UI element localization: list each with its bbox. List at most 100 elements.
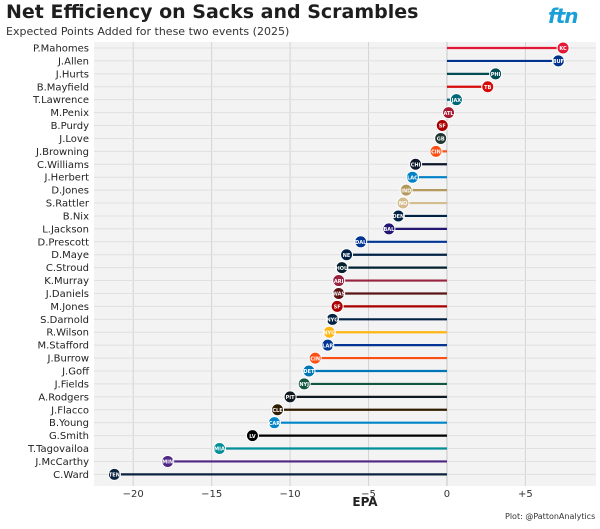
- y-category-label: L.Jackson: [42, 224, 89, 235]
- team-abbrev: GB: [437, 137, 445, 143]
- team-abbrev: NO: [399, 201, 407, 207]
- team-logo-icon: SF: [330, 299, 344, 313]
- team-abbrev: NYG: [326, 318, 338, 324]
- y-category-label: J.Love: [58, 134, 89, 145]
- team-logo-icon: MIN: [161, 454, 175, 468]
- team-abbrev: DEN: [392, 214, 404, 220]
- team-abbrev: ATL: [443, 111, 454, 117]
- team-logo-icon: TB: [481, 80, 495, 94]
- team-abbrev: TEN: [109, 473, 120, 479]
- y-category-label: C.Williams: [37, 160, 89, 171]
- team-logo-icon: ARI: [332, 274, 346, 288]
- team-logo-icon: CIN: [429, 144, 443, 158]
- team-logo-icon: TEN: [107, 467, 121, 481]
- team-logo-icon: IND: [399, 183, 413, 197]
- team-logo-icon: NYJ: [297, 377, 311, 391]
- y-category-label: D.Jones: [51, 186, 89, 197]
- team-logo-icon: DAL: [354, 235, 368, 249]
- y-category-label: C.Ward: [53, 470, 89, 481]
- chart-subtitle: Expected Points Added for these two even…: [6, 25, 290, 38]
- y-category-label: J.Browning: [35, 147, 89, 158]
- chart-title: Net Efficiency on Sacks and Scrambles: [6, 1, 419, 23]
- x-axis-label: EPA: [352, 495, 378, 509]
- y-category-label: M.Jones: [50, 302, 89, 313]
- team-abbrev: LAR: [322, 343, 333, 349]
- team-logo-icon: BAL: [382, 222, 396, 236]
- y-category-label: J.Flacco: [50, 405, 89, 416]
- y-category-label: J.Goff: [61, 367, 90, 378]
- team-abbrev: DET: [303, 369, 315, 375]
- team-abbrev: CIN: [431, 150, 441, 156]
- y-category-label: B.Young: [49, 418, 89, 429]
- team-logo-icon: NYG: [322, 325, 336, 339]
- y-category-label: M.Stafford: [38, 341, 90, 352]
- team-logo-icon: PHI: [489, 67, 503, 81]
- x-tick-label: −20: [123, 489, 144, 500]
- y-category-label: C.Stroud: [46, 263, 89, 274]
- team-logo-icon: NE: [340, 248, 354, 262]
- y-category-label: R.Wilson: [46, 328, 89, 339]
- team-logo-icon: NO: [396, 196, 410, 210]
- team-logo-icon: CIN: [308, 351, 322, 365]
- y-category-label: S.Darnold: [40, 315, 89, 326]
- y-category-label: S.Rattler: [46, 199, 90, 210]
- y-category-label: J.Hurts: [55, 69, 89, 80]
- y-category-label: J.Burrow: [47, 354, 89, 365]
- y-category-label: J.Daniels: [45, 289, 89, 300]
- team-abbrev: MIN: [162, 460, 173, 466]
- team-abbrev: SF: [334, 305, 341, 311]
- team-logo-icon: JAX: [449, 93, 463, 107]
- team-abbrev: CAR: [269, 421, 281, 427]
- x-tick-label: −10: [280, 489, 301, 500]
- team-logo-icon: BUF: [551, 54, 565, 68]
- team-abbrev: IND: [401, 188, 411, 194]
- team-abbrev: HOU: [336, 266, 349, 272]
- team-logo-icon: PIT: [283, 390, 297, 404]
- y-category-label: J.Allen: [57, 56, 89, 67]
- team-abbrev: MIA: [214, 447, 225, 453]
- team-abbrev: BAL: [383, 227, 395, 233]
- y-category-label: G.Smith: [49, 431, 89, 442]
- y-category-label: J.Herbert: [44, 173, 90, 184]
- team-logo-icon: NYG: [325, 312, 339, 326]
- x-tick-label: −15: [201, 489, 222, 500]
- team-abbrev: NYG: [323, 330, 335, 336]
- team-abbrev: PIT: [286, 395, 296, 401]
- ftn-logo: ftn: [548, 4, 578, 28]
- bars: [114, 46, 564, 476]
- team-abbrev: JAX: [451, 98, 462, 104]
- team-logo-icon: CLE: [271, 403, 285, 417]
- y-category-label: A.Rodgers: [38, 392, 89, 403]
- team-logo-icon: DEN: [391, 209, 405, 223]
- team-logo-icon: DET: [302, 364, 316, 378]
- team-abbrev: CLE: [272, 408, 283, 414]
- team-abbrev: CIN: [310, 356, 320, 362]
- team-abbrev: SF: [439, 124, 446, 130]
- y-category-label: M.Penix: [50, 108, 89, 119]
- team-abbrev: DAL: [355, 240, 367, 246]
- plot-credit: Plot: @PattonAnalytics: [505, 512, 596, 521]
- team-abbrev: TB: [484, 85, 491, 91]
- team-logo-icon: SF: [435, 119, 449, 133]
- y-category-label: T.Lawrence: [32, 95, 89, 106]
- team-abbrev: WAS: [332, 292, 345, 298]
- team-abbrev: CHI: [411, 162, 421, 168]
- y-category-label: J.Fields: [54, 379, 89, 390]
- x-tick-label: 0: [444, 489, 450, 500]
- team-abbrev: BUF: [553, 59, 564, 65]
- team-logo-icon: CAR: [267, 416, 281, 430]
- team-logo-icon: GB: [434, 131, 448, 145]
- y-category-label: T.Tagovailoa: [27, 444, 89, 455]
- team-logo-icon: ATL: [442, 106, 456, 120]
- team-logo-icon: MIA: [213, 442, 226, 456]
- y-category-label: B.Purdy: [51, 121, 90, 132]
- team-logo-icon: WAS: [332, 286, 346, 300]
- team-abbrev: LAC: [407, 175, 418, 181]
- team-logo-icon: HOU: [335, 261, 349, 275]
- team-logo-icon: LV: [245, 429, 259, 443]
- team-abbrev: KC: [559, 46, 567, 52]
- team-logo-icon: KC: [556, 41, 570, 55]
- team-abbrev: LV: [249, 434, 255, 440]
